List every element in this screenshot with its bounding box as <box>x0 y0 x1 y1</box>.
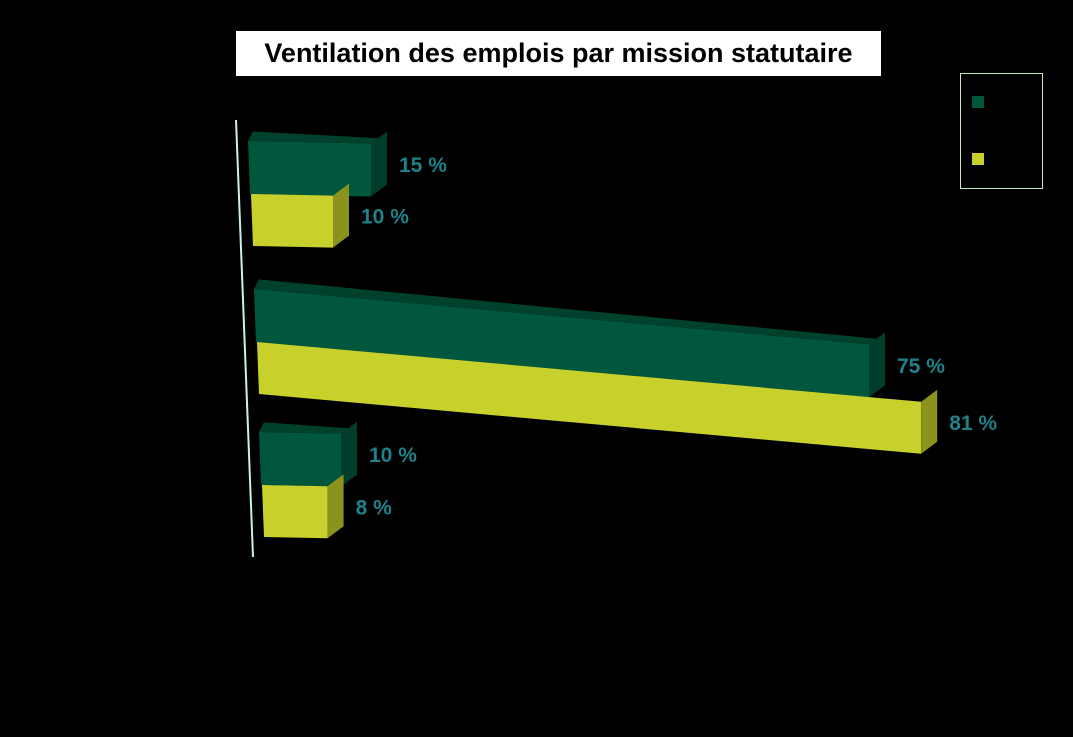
bar-top-s1-g1 <box>248 131 387 144</box>
value-label-s2-g1: 10 % <box>361 206 409 229</box>
bar-top-s1-g3 <box>259 422 357 434</box>
bar-top-s1-g2 <box>254 279 885 345</box>
bar-front-s1-g2 <box>254 289 869 398</box>
bar-front-s1-g3 <box>259 432 341 487</box>
bar-side-s1-g3 <box>341 421 357 487</box>
bar-side-s1-g2 <box>869 332 885 398</box>
value-axis-line <box>235 119 254 558</box>
bar-front-s1-g1 <box>248 141 371 197</box>
legend-item-series-1 <box>972 96 990 108</box>
value-label-s1-g1: 15 % <box>399 154 447 177</box>
bar-front-s2-g3 <box>262 485 328 539</box>
value-label-s2-g3: 8 % <box>356 496 393 519</box>
bar-side-s2-g2 <box>921 389 938 454</box>
value-label-s1-g2: 75 % <box>897 355 945 378</box>
bar-side-s2-g1 <box>333 183 349 248</box>
legend-swatch-series-2 <box>972 153 984 165</box>
bar-front-s2-g1 <box>251 194 333 248</box>
legend-item-series-2 <box>972 153 990 165</box>
bar-side-s1-g1 <box>371 131 387 197</box>
bar-front-s2-g2 <box>257 342 922 454</box>
value-label-s2-g2: 81 % <box>949 412 997 435</box>
chart-title: Ventilation des emplois par mission stat… <box>264 38 853 68</box>
chart-title-box: Ventilation des emplois par mission stat… <box>236 31 881 76</box>
legend-swatch-series-1 <box>972 96 984 108</box>
value-label-s1-g3: 10 % <box>369 444 417 467</box>
bar-side-s2-g3 <box>327 474 344 539</box>
legend <box>960 73 1043 189</box>
